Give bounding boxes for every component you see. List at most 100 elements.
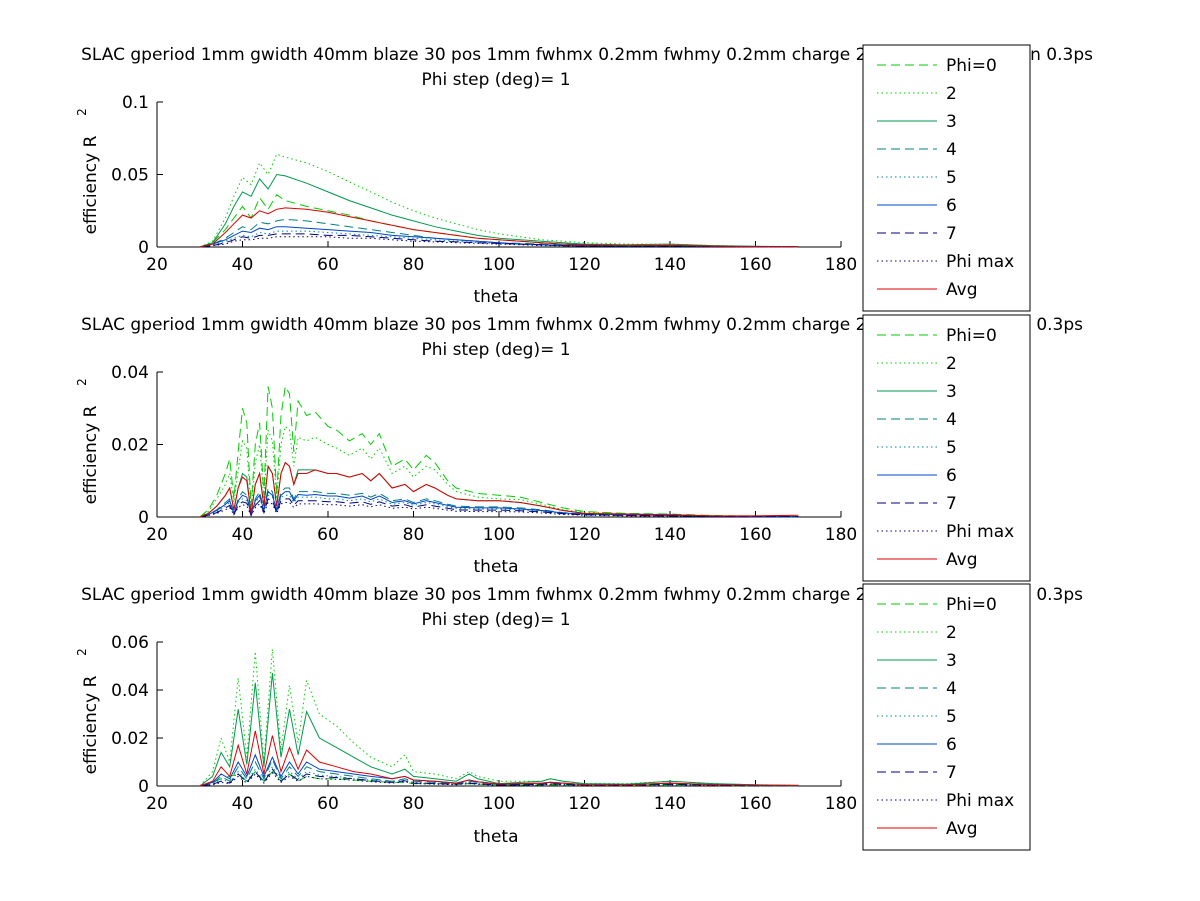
axes: 20 40 60 80 100 120 140 160 180 0 0.02 0.04: [111, 363, 857, 545]
x-tick-label: 180: [825, 255, 857, 275]
plot-lines: [199, 649, 799, 787]
x-tick-label: 60: [317, 794, 339, 814]
legend-box: [862, 314, 1031, 582]
y-tick-label: 0: [138, 508, 149, 528]
x-axis-label: theta: [474, 827, 519, 847]
x-tick-label: 80: [403, 794, 425, 814]
legend-label: 2: [946, 623, 957, 643]
y-tick-label: 0: [138, 777, 149, 797]
legend-label: 7: [946, 494, 957, 514]
legend-label: Phi max: [946, 791, 1014, 811]
series-line-7: [199, 768, 799, 787]
x-axis-label: theta: [474, 557, 519, 577]
x-tick-label: 180: [825, 525, 857, 545]
legend-label: Phi=0: [946, 326, 997, 346]
x-tick-label: 80: [403, 525, 425, 545]
x-tick-label: 140: [654, 794, 686, 814]
legend-label: 2: [946, 84, 957, 104]
chart-title-tail: n 0.3ps: [1030, 45, 1093, 65]
x-tick-label: 180: [825, 794, 857, 814]
legend-label: Phi=0: [946, 56, 997, 76]
series-line-8: [199, 501, 799, 518]
x-tick-label: 120: [568, 525, 600, 545]
legend: Phi=0 2 3 4 5 6 7 Phi max Avg: [862, 314, 1031, 582]
y-axis-label: efficiency R: [81, 675, 101, 774]
chart-subtitle: Phi step (deg)= 1: [421, 610, 570, 630]
plot-lines: [199, 385, 799, 518]
x-tick-label: 100: [483, 525, 515, 545]
y-axis-label-group: efficiency R 2: [75, 648, 101, 774]
x-tick-label: 20: [146, 255, 168, 275]
series-line-7: [199, 498, 799, 518]
subplot-2: SLAC gperiod 1mm gwidth 40mm blaze 30 po…: [75, 314, 1083, 582]
y-axis-label-superscript: 2: [75, 378, 89, 386]
series-line-2: [199, 153, 799, 248]
series-line-9: [199, 730, 799, 787]
y-axis-label-superscript: 2: [75, 108, 89, 116]
chart-title: SLAC gperiod 1mm gwidth 40mm blaze 30 po…: [81, 315, 899, 335]
x-tick-label: 80: [403, 255, 425, 275]
legend-label: 6: [946, 735, 957, 755]
legend-label: 6: [946, 466, 957, 486]
chart-title-tail: 0.3ps: [1036, 315, 1083, 335]
y-axis-label: efficiency R: [81, 405, 101, 504]
legend: Phi=0 2 3 4 5 6 7 Phi max Avg: [862, 44, 1031, 312]
series-line-5: [199, 230, 799, 248]
legend-label: 5: [946, 707, 957, 727]
series-line-1: [199, 385, 799, 518]
series-line-6: [199, 490, 799, 518]
x-tick-label: 160: [739, 255, 771, 275]
y-axis-label-superscript: 2: [75, 648, 89, 656]
series-line-1: [199, 194, 799, 248]
legend-box: [862, 583, 1031, 851]
y-axis-label-group: efficiency R 2: [75, 108, 101, 234]
x-tick-label: 140: [654, 525, 686, 545]
legend-label: 5: [946, 438, 957, 458]
legend-label: 2: [946, 354, 957, 374]
x-tick-label: 40: [232, 525, 254, 545]
legend-label: 4: [946, 679, 957, 699]
y-axis-label: efficiency R: [81, 135, 101, 234]
legend-label: Avg: [946, 550, 978, 570]
y-axis-label-group: efficiency R 2: [75, 378, 101, 504]
y-tick-label: 0.06: [111, 633, 149, 653]
plot-lines: [199, 153, 799, 248]
x-tick-label: 20: [146, 525, 168, 545]
legend-label: 6: [946, 196, 957, 216]
axes: 20 40 60 80 100 120 140 160 180 0 0.05 0.1: [111, 93, 857, 275]
legend-label: 7: [946, 763, 957, 783]
x-axis-label: theta: [474, 287, 519, 307]
y-tick-label: 0.04: [111, 363, 149, 383]
chart-subtitle: Phi step (deg)= 1: [421, 70, 570, 90]
series-line-4: [199, 487, 799, 518]
legend-label: 5: [946, 168, 957, 188]
legend-label: 7: [946, 224, 957, 244]
x-tick-label: 160: [739, 525, 771, 545]
chart-title: SLAC gperiod 1mm gwidth 40mm blaze 30 po…: [81, 45, 899, 65]
chart-title-tail: 0.3ps: [1036, 585, 1083, 605]
y-tick-label: 0.02: [111, 436, 149, 456]
subplot-1: SLAC gperiod 1mm gwidth 40mm blaze 30 po…: [75, 44, 1093, 312]
series-line-3: [199, 673, 799, 787]
legend-label: Avg: [946, 819, 978, 839]
legend-label: Phi max: [946, 522, 1014, 542]
y-tick-label: 0.04: [111, 681, 149, 701]
series-line-3: [199, 173, 799, 248]
legend-label: 3: [946, 112, 957, 132]
chart-subtitle: Phi step (deg)= 1: [421, 340, 570, 360]
legend-label: 4: [946, 140, 957, 160]
series-line-2: [199, 649, 799, 787]
series-line-6: [199, 226, 799, 248]
x-tick-label: 40: [232, 255, 254, 275]
legend-label: 3: [946, 651, 957, 671]
legend-label: 4: [946, 410, 957, 430]
series-line-7: [199, 233, 799, 248]
y-tick-label: 0.05: [111, 166, 149, 186]
subplot-3: SLAC gperiod 1mm gwidth 40mm blaze 30 po…: [75, 583, 1083, 851]
legend-label: Phi max: [946, 252, 1014, 272]
series-line-3: [199, 461, 799, 518]
x-tick-label: 60: [317, 255, 339, 275]
chart-title: SLAC gperiod 1mm gwidth 40mm blaze 30 po…: [81, 585, 899, 605]
series-line-9: [199, 207, 799, 248]
